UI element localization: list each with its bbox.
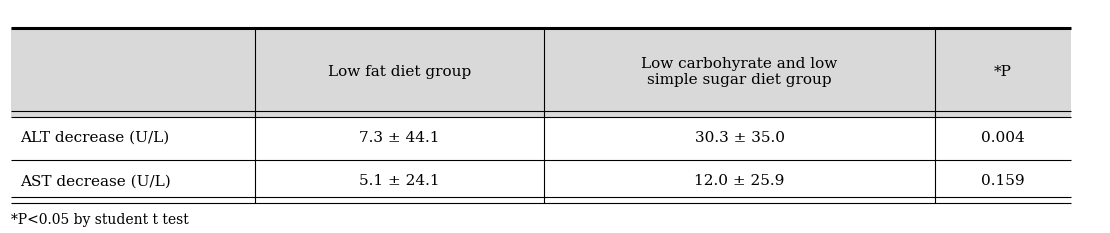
Bar	[935, 116, 1071, 160]
Bar	[544, 116, 935, 160]
Bar	[544, 160, 935, 203]
Bar	[255, 160, 544, 203]
Bar	[935, 28, 1071, 116]
Text: Low fat diet group: Low fat diet group	[327, 65, 471, 79]
Text: *P: *P	[995, 65, 1012, 79]
Bar	[255, 116, 544, 160]
Text: 0.004: 0.004	[981, 131, 1025, 145]
Text: 0.159: 0.159	[981, 174, 1025, 188]
Text: AST decrease (U/L): AST decrease (U/L)	[20, 174, 171, 188]
Text: *P<0.05 by student t test: *P<0.05 by student t test	[11, 213, 189, 227]
Text: ALT decrease (U/L): ALT decrease (U/L)	[20, 131, 169, 145]
Bar	[11, 160, 255, 203]
Text: 12.0 ± 25.9: 12.0 ± 25.9	[695, 174, 785, 188]
Bar	[11, 116, 255, 160]
Text: 30.3 ± 35.0: 30.3 ± 35.0	[695, 131, 785, 145]
Text: 7.3 ± 44.1: 7.3 ± 44.1	[360, 131, 440, 145]
Bar	[935, 160, 1071, 203]
Bar	[11, 28, 255, 116]
Bar	[255, 28, 544, 116]
Bar	[544, 28, 935, 116]
Text: Low carbohyrate and low
simple sugar diet group: Low carbohyrate and low simple sugar die…	[642, 57, 838, 87]
Text: 5.1 ± 24.1: 5.1 ± 24.1	[360, 174, 440, 188]
